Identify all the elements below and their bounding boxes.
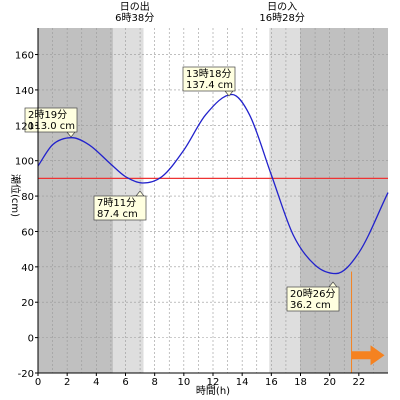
x-tick-label: 2 (64, 377, 70, 388)
y-tick-label: 0 (28, 334, 34, 345)
x-tick-label: 6 (122, 377, 128, 388)
sunset-title: 日の入 (267, 2, 297, 13)
x-axis-title: 時間(h) (196, 385, 230, 397)
annotation-value: 137.4 cm (186, 80, 233, 91)
annotation-time: 20時26分 (290, 288, 335, 300)
x-tick-label: 0 (35, 377, 41, 388)
grid-lines (38, 28, 388, 373)
sunset-time: 16時28分 (259, 12, 304, 24)
sun-labels: 日の出 6時38分 日の入 16時28分 (115, 0, 305, 24)
y-tick-label: 160 (15, 51, 34, 62)
current-time-layer (351, 271, 385, 373)
annotation-box (286, 286, 340, 312)
y-tick-label: 140 (15, 86, 34, 97)
axes: 0 2 4 6 8 10 12 14 16 18 20 22-20020406080100120140… (15, 28, 388, 388)
y-tick-label: 120 (15, 121, 34, 132)
y-tick-label: 40 (21, 263, 34, 274)
annotation-box (93, 195, 147, 221)
x-tick-label: 20 (323, 377, 336, 388)
x-tick-label: 10 (177, 377, 190, 388)
x-tick-label: 8 (151, 377, 157, 388)
sunrise-time: 6時38分 (115, 12, 154, 24)
y-tick-label: 100 (15, 157, 34, 168)
x-tick-label: 18 (294, 377, 307, 388)
y-tick-label: 80 (21, 192, 34, 203)
current-time-arrow (351, 345, 385, 366)
y-tick-label: 20 (21, 298, 34, 309)
annotation-time: 13時18分 (186, 68, 231, 80)
tide-curve-layer (37, 93, 389, 275)
x-tick-label: 4 (93, 377, 99, 388)
y-tick-label: 60 (21, 227, 34, 238)
x-tick-label: 22 (352, 377, 365, 388)
dusk-twilight (269, 28, 301, 373)
sunrise-title: 日の出 (120, 0, 150, 13)
annotation-value: 113.0 cm (28, 121, 75, 132)
annotation-time: 2時19分 (28, 109, 67, 121)
annotation-box (24, 107, 78, 133)
annotation-value: 36.2 cm (290, 300, 331, 311)
tide-series-line (37, 93, 389, 275)
y-axis-title: 潮位(cm) (9, 174, 22, 217)
annotation-time: 7時11分 (97, 197, 136, 209)
x-tick-label: 14 (236, 377, 249, 388)
x-tick-label: 16 (265, 377, 278, 388)
annotation-box (182, 66, 236, 92)
x-tick-label: 12 (207, 377, 220, 388)
annotation-value: 87.4 cm (97, 209, 138, 220)
y-tick-label: -20 (18, 369, 34, 380)
